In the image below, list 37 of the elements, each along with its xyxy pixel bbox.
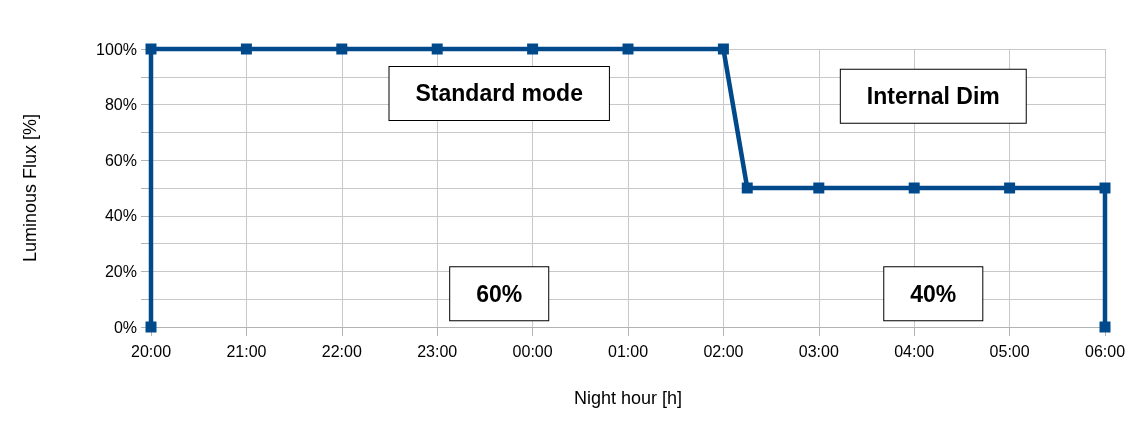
y-axis-title: Luminous Flux [%] bbox=[20, 113, 40, 263]
x-tick-label: 00:00 bbox=[512, 342, 553, 360]
y-tick-label: 40% bbox=[104, 207, 137, 225]
y-tick-label: 0% bbox=[113, 318, 137, 336]
point bbox=[145, 43, 157, 55]
x-tick-label: 01:00 bbox=[607, 342, 649, 360]
annotation: 60% bbox=[476, 280, 523, 307]
x-tick-label: 02:00 bbox=[703, 342, 744, 360]
point bbox=[813, 182, 825, 194]
x-tick-label: 03:00 bbox=[798, 342, 839, 360]
point bbox=[1004, 182, 1016, 194]
x-tick-label: 23:00 bbox=[417, 342, 458, 360]
x-tick-label: 20:00 bbox=[130, 342, 172, 360]
annotation: Standard mode bbox=[415, 80, 583, 107]
point bbox=[1099, 321, 1111, 333]
x-tick-label: 04:00 bbox=[894, 342, 935, 360]
point bbox=[717, 43, 729, 55]
annotation: 40% bbox=[910, 280, 957, 307]
point bbox=[1099, 182, 1111, 194]
point bbox=[240, 43, 252, 55]
annotation: Internal Dim bbox=[866, 83, 1000, 110]
point bbox=[908, 182, 920, 194]
y-tick-label: 100% bbox=[96, 40, 137, 58]
x-axis-title: Night hour [h] bbox=[573, 388, 683, 408]
x-tick-label: 22:00 bbox=[321, 342, 362, 360]
x-tick-label: 21:00 bbox=[226, 342, 267, 360]
y-tick-label: 80% bbox=[104, 96, 137, 114]
y-tick-label: 20% bbox=[104, 262, 137, 280]
point bbox=[741, 182, 753, 194]
point bbox=[145, 321, 157, 333]
point bbox=[527, 43, 539, 55]
x-tick-label: 05:00 bbox=[989, 342, 1030, 360]
point bbox=[622, 43, 634, 55]
y-tick-label: 60% bbox=[104, 151, 137, 169]
point bbox=[431, 43, 443, 55]
point bbox=[336, 43, 348, 55]
x-tick-label: 06:00 bbox=[1084, 342, 1126, 360]
